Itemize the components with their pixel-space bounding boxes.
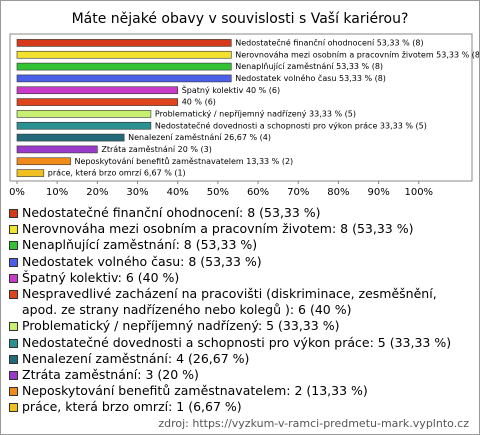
bar [16, 121, 152, 130]
legend-item: Nenalezení zaměstnání: 4 (26,67 %) [9, 351, 471, 367]
legend-swatch [9, 354, 18, 364]
legend-label: Nedostatečné finanční ohodnocení: 8 (53,… [22, 205, 321, 220]
bar [16, 145, 98, 154]
bar [16, 74, 232, 83]
bar-label: Ztráta zaměstnání 20 % (3) [101, 145, 212, 154]
bar [16, 86, 179, 95]
legend-label: Nenalezení zaměstnání: 4 (26,67 %) [22, 350, 250, 366]
legend-swatch [9, 322, 18, 332]
legend: Nedostatečné finanční ohodnocení: 8 (53,… [9, 205, 471, 416]
legend-item: Nedostatek volného času: 8 (53,33 %) [9, 254, 471, 270]
bar-label: Nedostatečné dovednosti a schopnosti pro… [155, 120, 427, 130]
chart: Máte nějaké obavy v souvislosti s Vaší k… [9, 11, 479, 198]
legend-label: Problematický / nepříjemný nadřízený: 5 … [22, 318, 340, 334]
bar-label: Nenaplňující zaměstnání 53,33 % (8) [235, 61, 383, 71]
legend-label: Ztráta zaměstnání: 3 (20 %) [22, 367, 199, 383]
bar-label: 40 % (6) [182, 98, 216, 107]
bar-label: Nedostatečné finanční ohodnocení 53,33 %… [235, 37, 423, 47]
x-tick-label: 70% [287, 187, 309, 198]
x-tick-label: 10% [46, 187, 68, 198]
legend-label: Neposkytování benefitů zaměstnavatelem: … [22, 383, 368, 399]
legend-label: Špatný kolektiv: 6 (40 %) [22, 269, 180, 285]
legend-swatch [9, 225, 18, 235]
legend-swatch [9, 257, 18, 267]
bar [16, 169, 45, 177]
legend-item: Nespravedlivé zacházení na pracovišti (d… [9, 286, 471, 318]
legend-swatch [9, 241, 18, 251]
bar [16, 110, 152, 118]
chart-title: Máte nějaké obavy v souvislosti s Vaší k… [72, 11, 409, 27]
bar-label: práce, která brzo omrzí 6,67 % (1) [48, 169, 186, 178]
source: zdroj: https://vyzkum-v-ramci-predmetu-m… [158, 417, 469, 430]
plot-frame [9, 33, 473, 182]
x-tick-label: 80% [327, 187, 349, 198]
bar-label: Nenalezení zaměstnání 26,67 % (4) [128, 133, 271, 142]
legend-label: Nespravedlivé zacházení na pracovišti (d… [22, 286, 437, 318]
x-tick-label: 90% [367, 187, 389, 198]
legend-item: Neposkytování benefitů zaměstnavatelem: … [9, 383, 471, 399]
bar [16, 39, 232, 47]
bar-label: Nerovnováha mezi osobním a pracovním živ… [235, 50, 479, 59]
x-tick-label: 40% [167, 187, 189, 198]
legend-swatch [9, 403, 18, 413]
bar [16, 62, 232, 71]
x-tick-label: 50% [207, 187, 229, 198]
x-tick-label: 30% [126, 187, 148, 198]
bar-label: Problematický / nepříjemný nadřízený 33,… [155, 109, 356, 118]
legend-swatch [9, 338, 18, 348]
legend-item: Nerovnováha mezi osobním a pracovním živ… [9, 221, 471, 237]
legend-swatch [9, 209, 18, 218]
bar-label: Nedostatek volného času 53,33 % (8) [235, 73, 386, 83]
legend-swatch [9, 273, 18, 283]
x-tick-label: 0% [9, 187, 25, 198]
legend-item: Nenaplňující zaměstnání: 8 (53,33 %) [9, 237, 471, 253]
bar [16, 133, 125, 142]
bar [16, 157, 71, 166]
legend-swatch [9, 290, 18, 300]
x-tick-label: 100% [404, 187, 433, 198]
legend-item: Špatný kolektiv: 6 (40 %) [9, 270, 471, 286]
legend-label: Nedostatečné dovednosti a schopnosti pro… [22, 334, 452, 350]
legend-item: Problematický / nepříjemný nadřízený: 5 … [9, 318, 471, 334]
x-tick-label: 60% [247, 187, 269, 198]
legend-item: Nedostatečné dovednosti a schopnosti pro… [9, 335, 471, 351]
legend-label: Nerovnováha mezi osobním a pracovním živ… [22, 221, 414, 237]
legend-item: práce, která brzo omrzí: 1 (6,67 %) [9, 399, 471, 415]
bar-label: Špatný kolektiv 40 % (6) [182, 84, 280, 95]
legend-swatch [9, 371, 18, 381]
legend-label: Nenaplňující zaměstnání: 8 (53,33 %) [22, 237, 258, 253]
x-tick-label: 20% [86, 187, 108, 198]
bar [16, 50, 232, 59]
legend-item: Ztráta zaměstnání: 3 (20 %) [9, 367, 471, 383]
bar-label: Neposkytování benefitů zaměstnavatelem 1… [75, 156, 294, 166]
bar [16, 98, 179, 106]
legend-swatch [9, 387, 18, 397]
legend-label: Nedostatek volného času: 8 (53,33 %) [22, 253, 262, 269]
legend-label: práce, která brzo omrzí: 1 (6,67 %) [22, 399, 242, 415]
legend-item: Nedostatečné finanční ohodnocení: 8 (53,… [9, 205, 471, 221]
